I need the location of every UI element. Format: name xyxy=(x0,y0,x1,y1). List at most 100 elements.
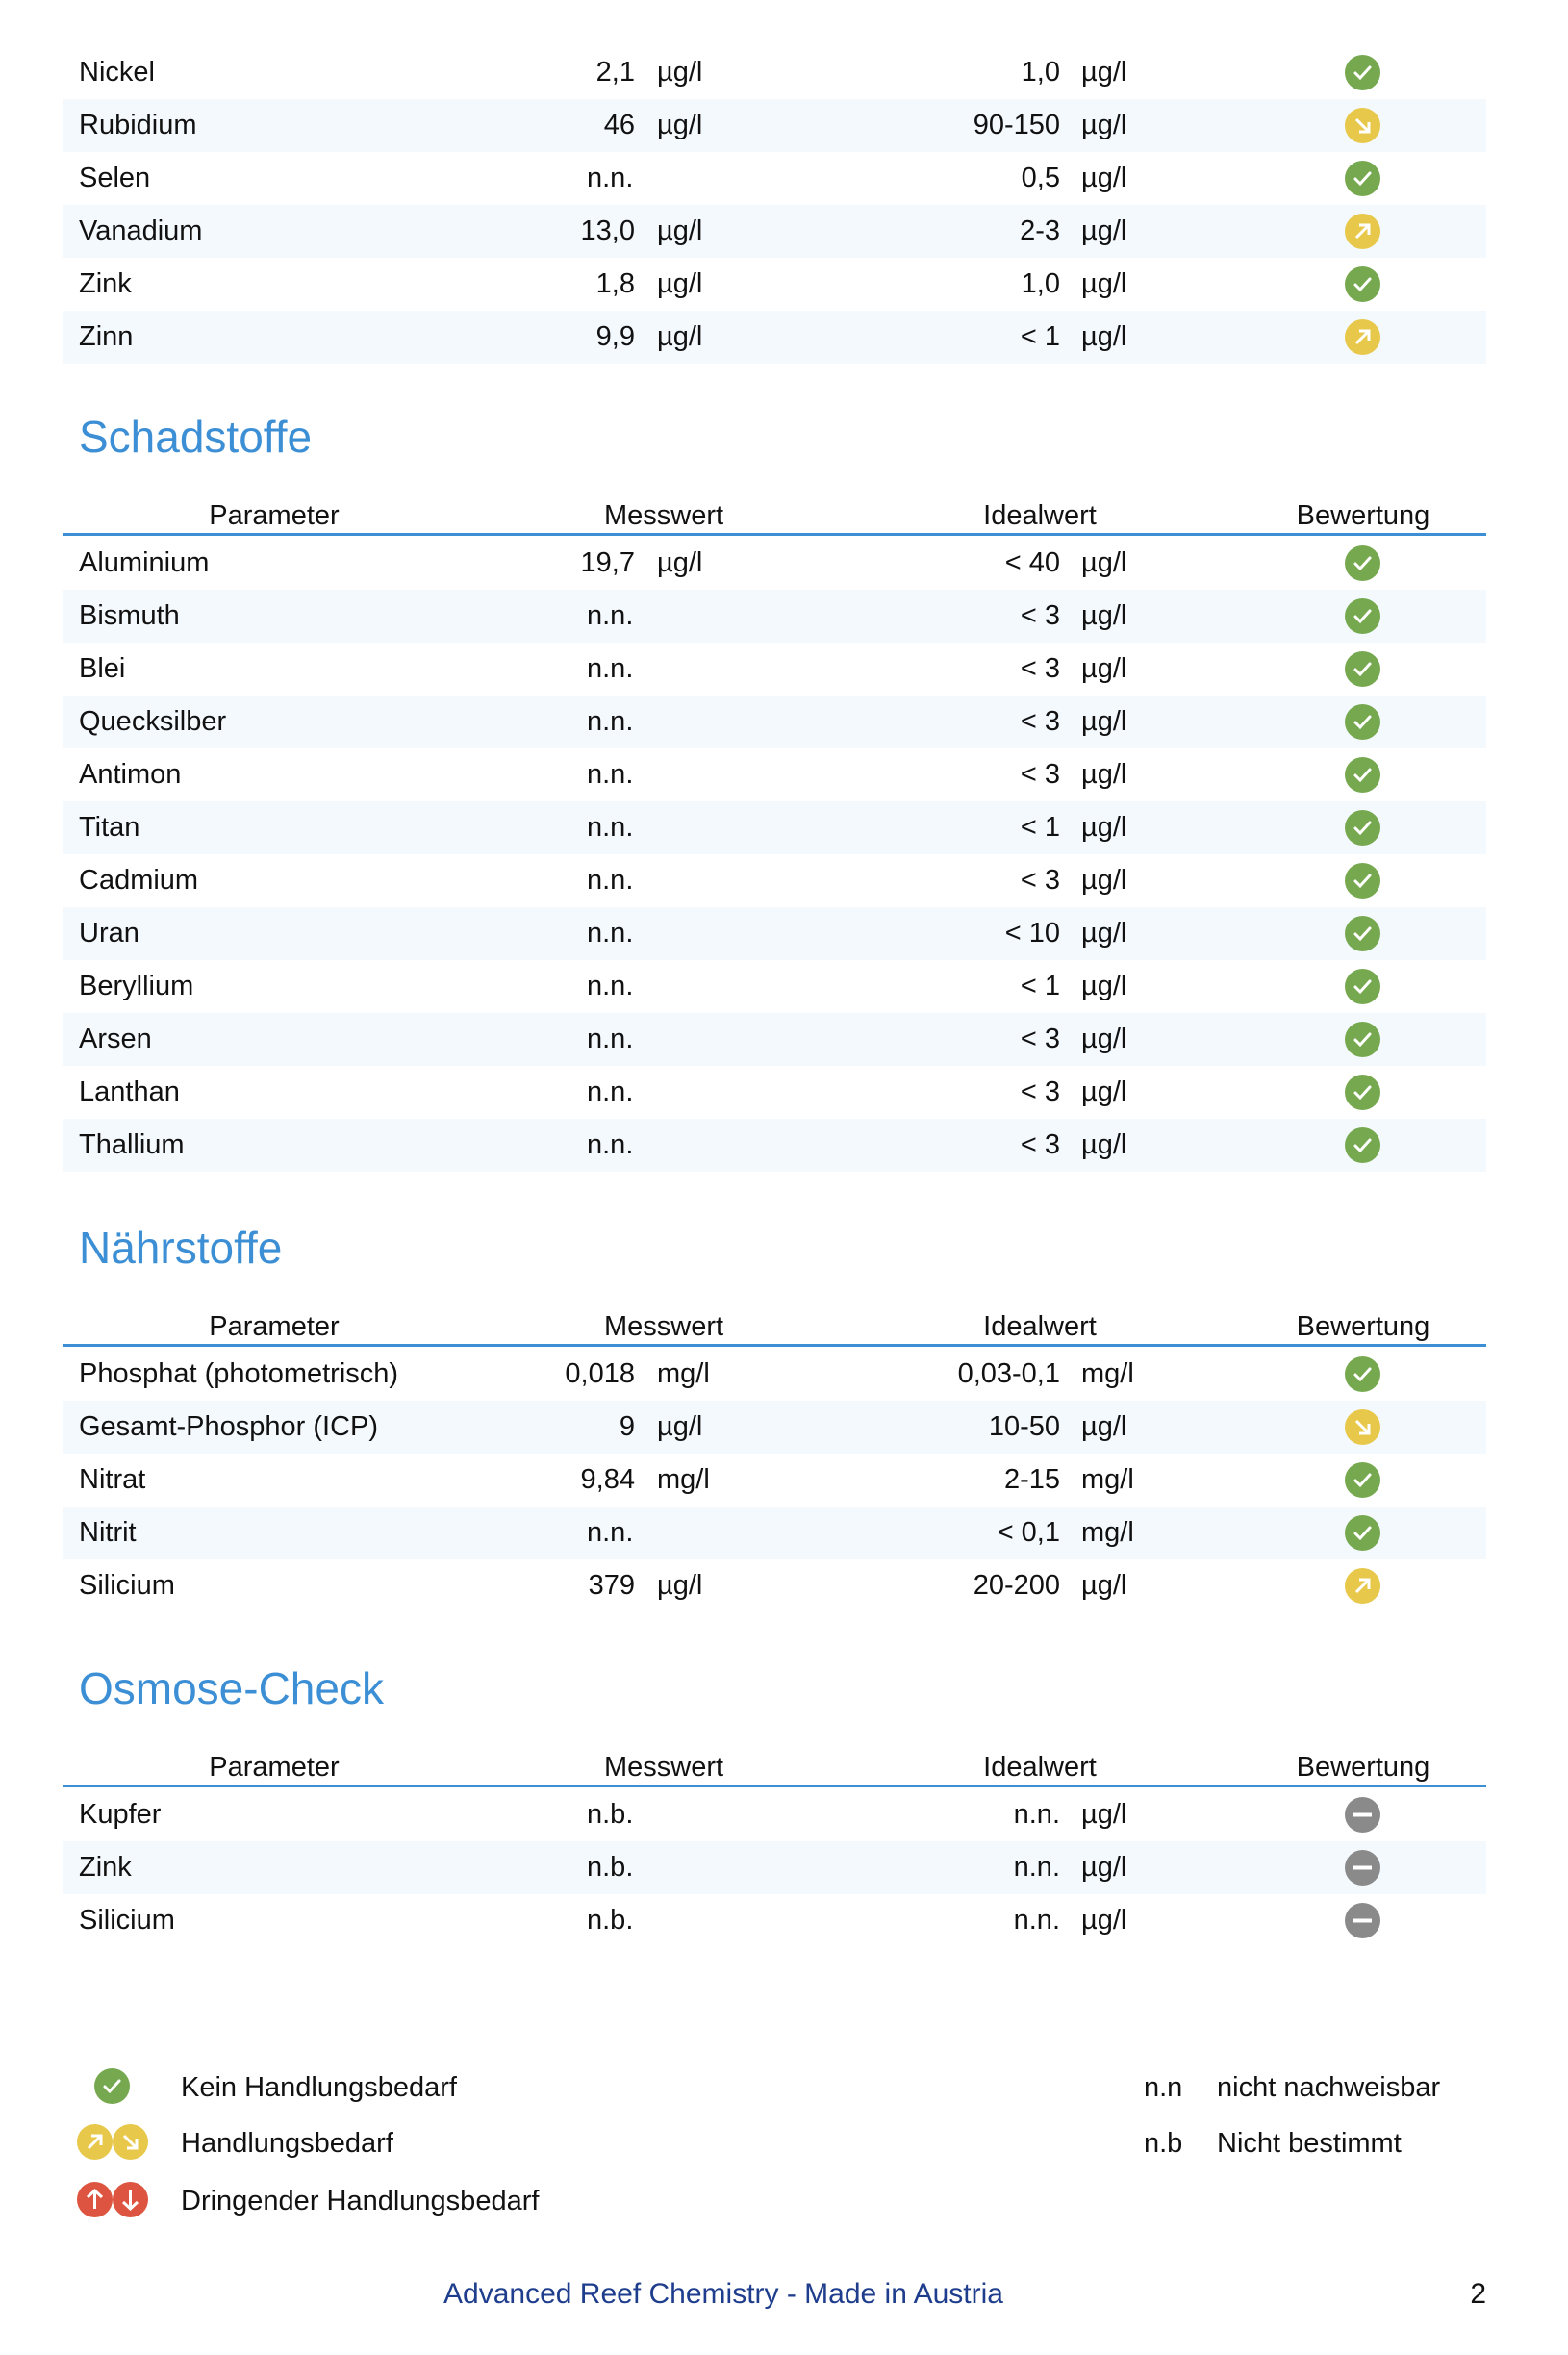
header-bewertung: Bewertung xyxy=(1296,500,1430,531)
parameter-name: Beryllium xyxy=(79,971,194,1001)
measured-value: n.n. xyxy=(587,971,634,1001)
parameter-name: Bismuth xyxy=(79,600,180,631)
ideal-unit: µg/l xyxy=(1081,57,1127,88)
measured-unit: µg/l xyxy=(657,110,703,140)
ideal-unit: µg/l xyxy=(1081,706,1127,737)
minus-circle-icon xyxy=(1345,1903,1380,1938)
measured-value: 2,1 xyxy=(595,57,635,88)
measured-value: 0,018 xyxy=(565,1358,635,1389)
check-circle-icon xyxy=(1345,704,1380,740)
rating xyxy=(1345,108,1380,143)
measured-value: n.n. xyxy=(587,759,634,790)
parameter-name: Silicium xyxy=(79,1905,175,1936)
measured-unit: mg/l xyxy=(657,1358,710,1389)
ideal-value: < 3 xyxy=(1020,1129,1060,1160)
header-bewertung: Bewertung xyxy=(1296,1311,1430,1342)
measured-value: n.n. xyxy=(587,163,634,193)
rating xyxy=(1345,969,1380,1004)
rating xyxy=(1345,55,1380,90)
table-row: Quecksilber n.n. < 3 µg/l xyxy=(63,696,1486,748)
ideal-value: < 0,1 xyxy=(997,1517,1060,1548)
ideal-value: < 40 xyxy=(1004,547,1060,578)
rating xyxy=(1345,916,1380,951)
table-row: Arsen n.n. < 3 µg/l xyxy=(63,1013,1486,1066)
parameter-name: Zinn xyxy=(79,321,134,352)
measured-value: 9,9 xyxy=(595,321,635,352)
ideal-unit: µg/l xyxy=(1081,1129,1127,1160)
ideal-value: 2-3 xyxy=(1020,215,1060,246)
measured-value: n.n. xyxy=(587,918,634,949)
check-circle-icon xyxy=(1345,1515,1380,1551)
check-circle-icon xyxy=(1345,598,1380,634)
table-row: Titan n.n. < 1 µg/l xyxy=(63,801,1486,854)
rating xyxy=(1345,319,1380,355)
parameter-name: Nickel xyxy=(79,57,155,88)
check-circle-icon xyxy=(1345,1127,1380,1163)
ideal-unit: µg/l xyxy=(1081,1570,1127,1601)
check-circle-icon xyxy=(1345,651,1380,687)
table-row: Thallium n.n. < 3 µg/l xyxy=(63,1119,1486,1172)
header-parameter: Parameter xyxy=(209,500,340,531)
rating xyxy=(1345,545,1380,581)
measured-value: 19,7 xyxy=(580,547,635,578)
table-row: Beryllium n.n. < 1 µg/l xyxy=(63,960,1486,1013)
table-row: Antimon n.n. < 3 µg/l xyxy=(63,748,1486,801)
parameter-name: Thallium xyxy=(79,1129,185,1160)
table-row: Nitrat 9,84 mg/l 2-15 mg/l xyxy=(63,1454,1486,1507)
parameter-name: Nitrit xyxy=(79,1517,137,1548)
check-circle-icon xyxy=(1345,1022,1380,1057)
ideal-unit: mg/l xyxy=(1081,1464,1134,1495)
ideal-value: 90-150 xyxy=(973,110,1060,140)
ideal-value: < 3 xyxy=(1020,1076,1060,1107)
rating xyxy=(1345,1797,1380,1833)
ideal-unit: µg/l xyxy=(1081,321,1127,352)
check-circle-icon xyxy=(1345,55,1380,90)
ideal-value: 1,0 xyxy=(1021,268,1060,299)
ideal-unit: mg/l xyxy=(1081,1358,1134,1389)
ideal-value: < 3 xyxy=(1020,865,1060,896)
check-circle-icon xyxy=(1345,161,1380,196)
minus-circle-icon xyxy=(1345,1850,1380,1886)
parameter-name: Zink xyxy=(79,1852,132,1883)
parameter-name: Kupfer xyxy=(79,1799,162,1830)
ideal-unit: µg/l xyxy=(1081,600,1127,631)
measured-value: n.n. xyxy=(587,600,634,631)
table-row: Zinn 9,9 µg/l < 1 µg/l xyxy=(63,311,1486,364)
section-table: Parameter Messwert Idealwert Bewertung P… xyxy=(63,1311,1486,1612)
parameter-name: Blei xyxy=(79,653,126,684)
rating xyxy=(1345,1515,1380,1551)
parameter-name: Nitrat xyxy=(79,1464,146,1495)
ideal-unit: µg/l xyxy=(1081,215,1127,246)
measured-unit: µg/l xyxy=(657,1570,703,1601)
parameter-name: Rubidium xyxy=(79,110,197,140)
check-circle-icon xyxy=(1345,916,1380,951)
measured-unit: µg/l xyxy=(657,321,703,352)
ideal-unit: µg/l xyxy=(1081,812,1127,843)
rating xyxy=(1345,1127,1380,1163)
measured-value: n.n. xyxy=(587,865,634,896)
rating xyxy=(1345,1356,1380,1392)
table-row: Aluminium 19,7 µg/l < 40 µg/l xyxy=(63,537,1486,590)
arrow-up-right-icon xyxy=(1345,214,1380,249)
measured-value: n.b. xyxy=(587,1852,634,1883)
check-circle-icon xyxy=(1345,266,1380,302)
arrow-down-right-icon xyxy=(1345,108,1380,143)
parameter-name: Silicium xyxy=(79,1570,175,1601)
measured-value: 46 xyxy=(603,110,635,140)
table-row: Vanadium 13,0 µg/l 2-3 µg/l xyxy=(63,205,1486,258)
ideal-value: 1,0 xyxy=(1021,57,1060,88)
parameter-name: Cadmium xyxy=(79,865,199,896)
parameter-name: Gesamt-Phosphor (ICP) xyxy=(79,1411,379,1442)
ideal-value: n.n. xyxy=(1013,1905,1060,1936)
ideal-value: 20-200 xyxy=(973,1570,1060,1601)
check-circle-icon xyxy=(1345,545,1380,581)
header-idealwert: Idealwert xyxy=(983,1752,1097,1783)
arrow-up-right-icon xyxy=(1345,1568,1380,1604)
check-circle-icon xyxy=(1345,1462,1380,1498)
header-parameter: Parameter xyxy=(209,1752,340,1783)
measured-unit: µg/l xyxy=(657,268,703,299)
check-circle-icon xyxy=(1345,810,1380,846)
header-parameter: Parameter xyxy=(209,1311,340,1342)
ideal-value: 10-50 xyxy=(988,1411,1060,1442)
legend-icons xyxy=(77,2124,148,2170)
